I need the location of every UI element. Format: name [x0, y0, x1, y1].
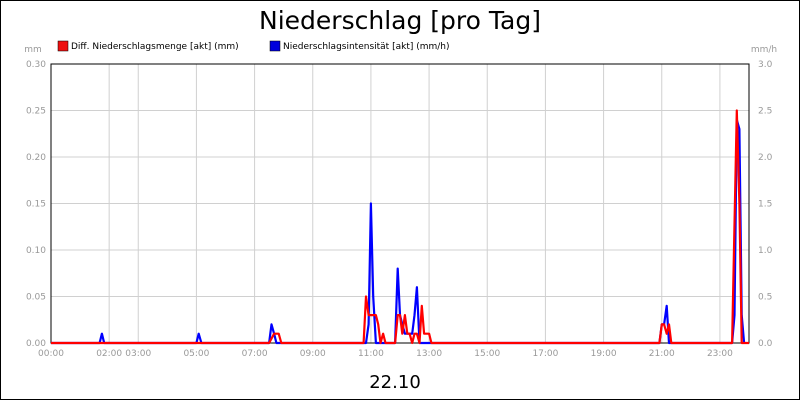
left-tick-label: 0.25: [26, 107, 46, 117]
right-tick-label: 2.5: [758, 107, 772, 117]
legend-swatch-intensitaet: [269, 40, 281, 52]
series-line-intensitaet: [51, 118, 746, 345]
left-axis-ticks: 0.00 0.05 0.10 0.15 0.20 0.25 0.30: [26, 60, 46, 349]
legend-item-menge: Diff. Niederschlagsmenge [akt] (mm): [57, 40, 239, 52]
legend-label-menge: Diff. Niederschlagsmenge [akt] (mm): [71, 42, 239, 52]
left-tick-label: 0.30: [26, 60, 46, 70]
legend-label-intensitaet: Niederschlagsintensität [akt] (mm/h): [283, 42, 450, 52]
x-tick-label: 15:00: [474, 349, 500, 359]
x-tick-label: 21:00: [649, 349, 675, 359]
left-tick-label: 0.15: [26, 200, 46, 210]
x-tick-label: 05:00: [183, 349, 209, 359]
left-tick-label: 0.00: [26, 339, 46, 349]
right-tick-label: 0.0: [758, 339, 773, 349]
right-tick-label: 3.0: [758, 60, 773, 70]
date-label: 22.10: [369, 372, 421, 393]
x-tick-label: 23:00: [707, 349, 733, 359]
x-tick-label: 03:00: [125, 349, 151, 359]
right-tick-label: 1.0: [758, 246, 773, 256]
left-tick-label: 0.10: [26, 246, 46, 256]
x-tick-label: 17:00: [532, 349, 558, 359]
x-tick-label: 07:00: [242, 349, 268, 359]
right-tick-label: 1.5: [758, 200, 772, 210]
legend: Diff. Niederschlagsmenge [akt] (mm) Nied…: [57, 40, 450, 52]
x-tick-label: 02:00: [96, 349, 122, 359]
x-tick-label: 09:00: [300, 349, 326, 359]
grid: [51, 64, 749, 343]
series-line-menge: [51, 109, 749, 345]
left-axis-unit: mm: [24, 45, 42, 55]
legend-item-intensitaet: Niederschlagsintensität [akt] (mm/h): [269, 40, 450, 52]
plot-area-border: [50, 63, 750, 344]
right-axis-unit: mm/h: [751, 45, 777, 55]
x-tick-label: 19:00: [591, 349, 617, 359]
legend-swatch-menge: [57, 40, 69, 52]
x-axis-ticks: 00:00 02:00 03:00 05:00 07:00 09:00 11:00 13:00…: [38, 349, 733, 359]
right-tick-label: 0.5: [758, 293, 772, 303]
x-tick-label: 11:00: [358, 349, 384, 359]
x-tick-label: 00:00: [38, 349, 64, 359]
right-axis-ticks: 0.0 0.5 1.0 1.5 2.0 2.5 3.0: [758, 60, 773, 349]
series-layer: [51, 109, 749, 345]
right-tick-label: 2.0: [758, 153, 773, 163]
left-tick-label: 0.05: [26, 293, 46, 303]
x-tick-label: 13:00: [416, 349, 442, 359]
left-tick-label: 0.20: [26, 153, 46, 163]
chart-title: Niederschlag [pro Tag]: [259, 6, 541, 35]
